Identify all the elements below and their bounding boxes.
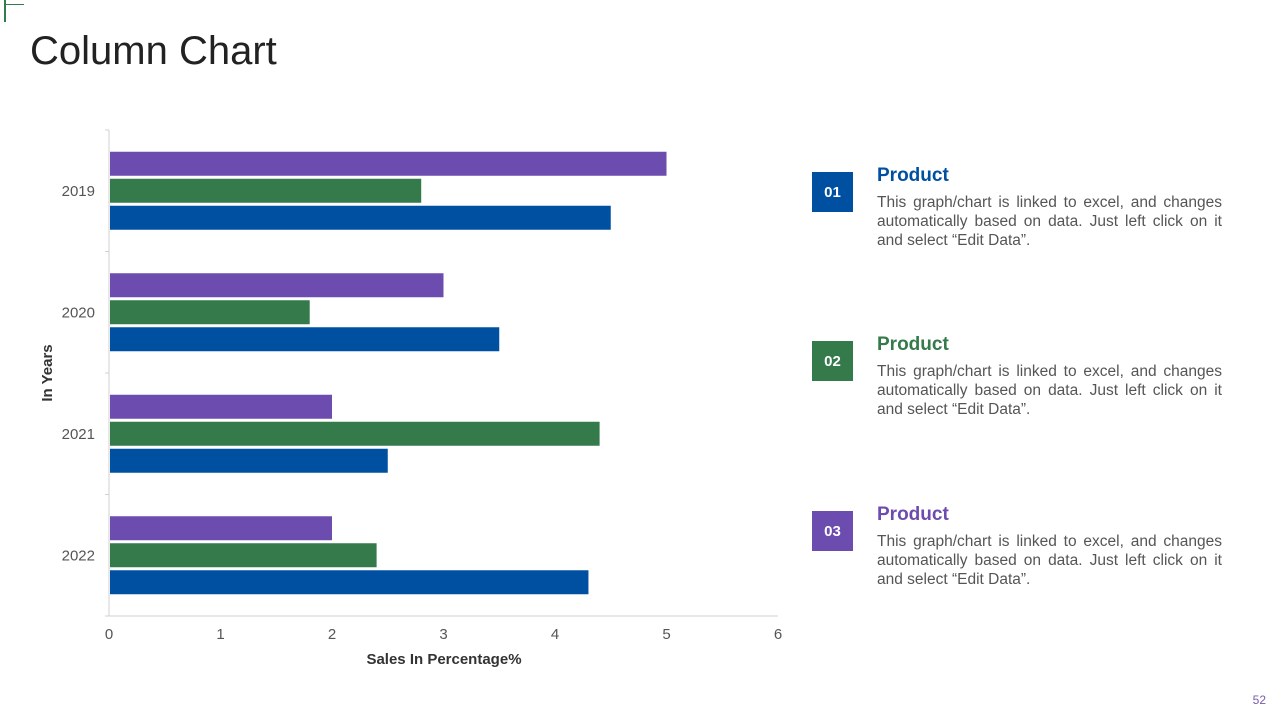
y-tick-label-2019: 2019 [62,183,95,200]
x-tick-label-3: 3 [439,626,447,643]
legend-title-1: Product [877,165,949,186]
bar-2021-series-2 [110,421,600,446]
bar-2020-series-1 [110,273,444,298]
y-axis-title: In Years [39,344,56,401]
x-tick-label-5: 5 [662,626,670,643]
x-tick-label-0: 0 [105,626,113,643]
bar-2022-series-3 [110,570,589,595]
y-tick-label-2021: 2021 [62,426,95,443]
chart-bars [110,151,667,595]
legend-description-1: This graph/chart is linked to excel, and… [877,194,1222,249]
legend-badge-3: 03 [812,511,853,551]
legend-description-2: This graph/chart is linked to excel, and… [877,363,1222,418]
bar-2019-series-2 [110,178,422,203]
x-tick-label-2: 2 [328,626,336,643]
bar-chart: 2019 2020 2021 2022 0 1 2 3 4 5 6 Sales In Percenta… [39,129,782,668]
chart-labels: 2019 2020 2021 2022 0 1 2 3 4 5 6 Sales In Percenta… [39,183,782,668]
x-tick-label-6: 6 [774,626,782,643]
legend-badge-2: 02 [812,341,853,381]
bar-2019-series-3 [110,205,611,230]
x-axis-title: Sales In Percentage% [366,651,521,668]
legend-description-3: This graph/chart is linked to excel, and… [877,533,1222,588]
bar-2021-series-1 [110,394,332,419]
legend-badge-1: 01 [812,172,853,212]
bar-2020-series-3 [110,327,500,352]
bar-2021-series-3 [110,448,388,473]
slide-title: Column Chart [30,29,277,73]
bar-2022-series-2 [110,543,377,568]
x-tick-label-4: 4 [551,626,559,643]
bar-2020-series-2 [110,300,310,325]
chart-axes [105,129,778,617]
bar-2022-series-1 [110,516,332,541]
y-tick-label-2022: 2022 [62,547,95,564]
corner-accent [0,0,24,24]
bar-2019-series-1 [110,151,667,176]
legend-title-3: Product [877,504,949,525]
legend-title-2: Product [877,334,949,355]
y-tick-label-2020: 2020 [62,304,95,321]
x-tick-label-1: 1 [216,626,224,643]
page-number: 52 [1252,693,1266,707]
